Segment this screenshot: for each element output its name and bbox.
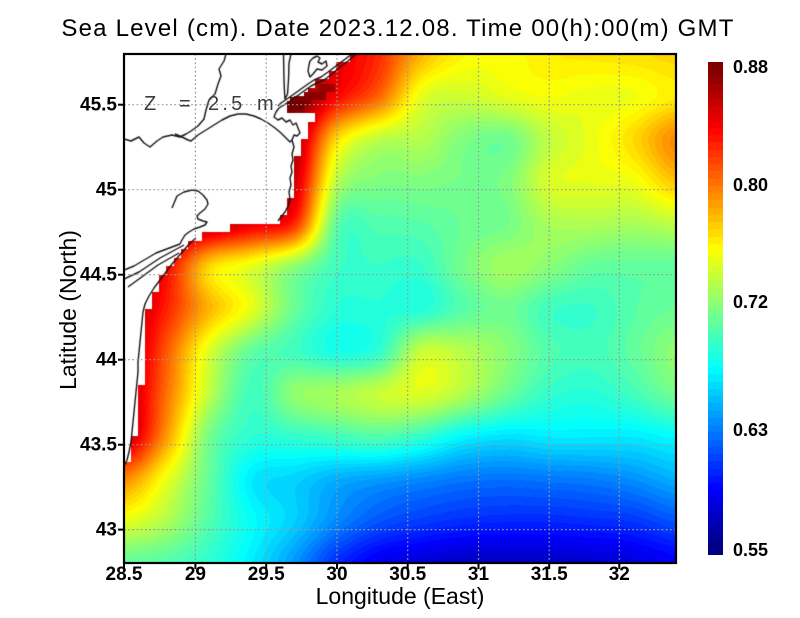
svg-text:45: 45 [96,180,118,201]
svg-text:0.88: 0.88 [733,57,768,77]
svg-text:29.5: 29.5 [248,564,285,585]
svg-text:28.5: 28.5 [106,564,143,585]
svg-text:m: m [257,93,274,115]
svg-text:44.5: 44.5 [80,265,117,286]
svg-text:0.55: 0.55 [733,540,768,560]
svg-text:0.80: 0.80 [733,175,768,195]
svg-text:0.63: 0.63 [733,420,768,440]
svg-text:43.5: 43.5 [80,435,117,456]
svg-text:2.5: 2.5 [208,93,245,115]
svg-text:30: 30 [326,564,347,585]
svg-text:Z: Z [144,93,156,115]
svg-text:0.72: 0.72 [733,292,768,312]
svg-text:Latitude (North): Latitude (North) [55,230,81,390]
svg-text:31.5: 31.5 [531,564,568,585]
svg-text:44: 44 [96,350,118,371]
svg-text:Longitude (East): Longitude (East) [316,583,485,609]
svg-text:43: 43 [96,520,117,541]
svg-text:29: 29 [185,564,206,585]
svg-text:30.5: 30.5 [389,564,426,585]
svg-text:=: = [179,93,191,115]
svg-text:45.5: 45.5 [80,95,117,116]
svg-text:31: 31 [468,564,490,585]
svg-text:Sea Level (cm). Date 2023.12.0: Sea Level (cm). Date 2023.12.08. Time 00… [61,15,734,42]
svg-text:32: 32 [609,564,630,585]
